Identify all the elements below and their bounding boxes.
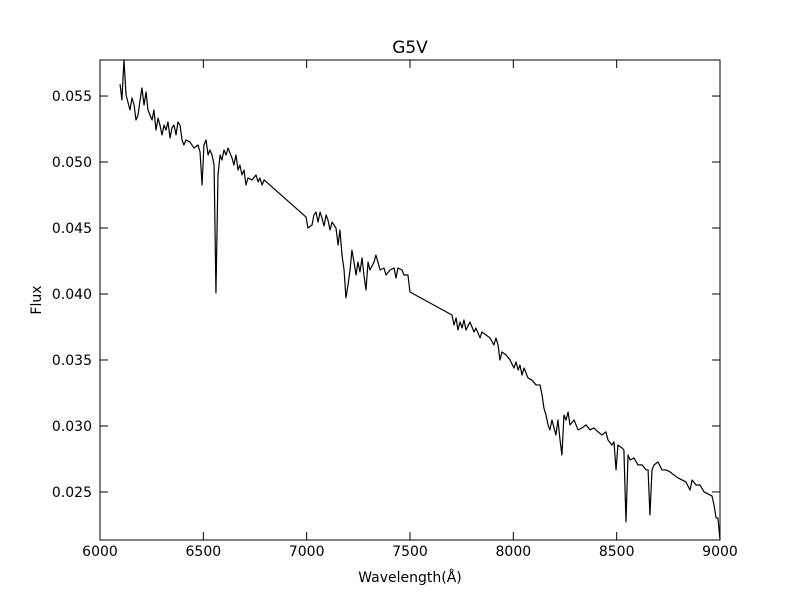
- x-axis-label: Wavelength(Å): [358, 569, 462, 586]
- x-tick-label: 7500: [392, 544, 428, 560]
- y-tick-label: 0.025: [52, 485, 92, 501]
- y-axis-label: Flux: [29, 285, 45, 314]
- y-tick-label: 0.050: [52, 155, 92, 171]
- x-tick-label: 8500: [599, 544, 635, 560]
- x-tick-label: 6000: [82, 544, 118, 560]
- plot-frame: [99, 59, 721, 541]
- chart-title: G5V: [392, 38, 428, 58]
- x-tick-label: 6500: [186, 544, 222, 560]
- y-tick-label: 0.040: [52, 287, 92, 303]
- x-tick-label: 7000: [289, 544, 325, 560]
- x-tick-label: 9000: [702, 544, 738, 560]
- y-tick-label: 0.035: [52, 353, 92, 369]
- x-tick-label: 8000: [496, 544, 532, 560]
- spectrum-line: [119, 59, 721, 541]
- y-tick-label: 0.030: [52, 419, 92, 435]
- y-tick-label: 0.045: [52, 221, 92, 237]
- y-tick-label: 0.055: [52, 89, 92, 105]
